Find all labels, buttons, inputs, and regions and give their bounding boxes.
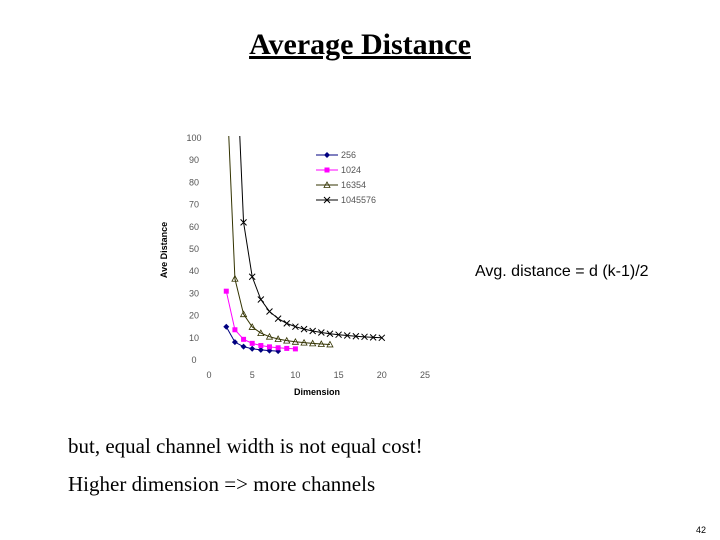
legend-label: 1045576 [341,195,376,205]
marker [335,331,342,339]
x-tick-label: 20 [377,370,387,380]
marker [266,308,273,315]
marker [257,296,265,303]
marker [300,325,308,333]
marker [283,336,291,344]
y-tick-label: 60 [189,222,199,232]
marker [283,320,291,327]
marker [292,346,298,352]
marker [240,219,247,226]
marker [249,340,255,346]
marker [232,327,238,333]
marker [257,346,264,353]
marker [361,333,368,341]
marker [257,329,265,336]
series-line [228,136,330,345]
marker [324,152,330,158]
marker [239,310,248,318]
marker [326,340,334,348]
marker [249,345,256,352]
marker [274,315,282,322]
x-tick-label: 25 [420,370,430,380]
y-tick-label: 30 [189,288,199,298]
marker [232,22,238,28]
x-tick-label: 10 [290,370,300,380]
marker [231,339,238,346]
x-tick-label: 0 [206,370,211,380]
y-axis-label: Ave Distance [159,222,169,278]
y-tick-label: 40 [189,266,199,276]
x-tick-label: 5 [250,370,255,380]
marker [265,332,274,340]
body-line: but, equal channel width is not equal co… [68,434,423,458]
y-tick-label: 70 [189,200,199,210]
marker [300,338,308,346]
marker [248,323,256,330]
marker [248,273,256,281]
legend-label: 16354 [341,180,366,190]
marker [309,339,317,347]
x-tick-label: 15 [334,370,344,380]
marker [231,274,239,282]
plot-area [223,22,386,355]
marker [266,344,272,350]
marker [258,343,264,349]
marker [378,334,386,342]
marker [284,345,290,351]
formula-note: Avg. distance = d (k-1)/2 [475,263,649,280]
marker [223,323,230,330]
marker [223,288,229,294]
marker [343,332,351,339]
y-tick-label: 90 [189,155,199,165]
y-tick-label: 80 [189,177,199,187]
x-axis-label: Dimension [294,387,340,397]
slide-title: Average Distance [249,28,471,61]
marker [291,337,300,345]
legend-label: 1024 [341,165,361,175]
y-tick-label: 20 [189,311,199,321]
marker [323,196,331,204]
marker [326,330,334,338]
marker [275,345,281,351]
marker [317,340,325,347]
y-tick-label: 100 [186,133,201,143]
y-tick-label: 50 [189,244,199,254]
marker [240,343,247,350]
marker [241,336,247,342]
marker [324,167,330,173]
marker [317,329,325,336]
y-tick-label: 10 [189,333,199,343]
marker [369,334,377,341]
marker [352,332,360,340]
page-number: 42 [696,525,706,535]
marker [292,323,299,331]
marker [309,327,317,335]
marker [223,75,229,81]
marker [323,181,331,188]
legend-label: 256 [341,150,356,160]
marker [274,335,282,342]
body-line: Higher dimension => more channels [68,472,375,496]
y-tick-label: 0 [191,355,196,365]
